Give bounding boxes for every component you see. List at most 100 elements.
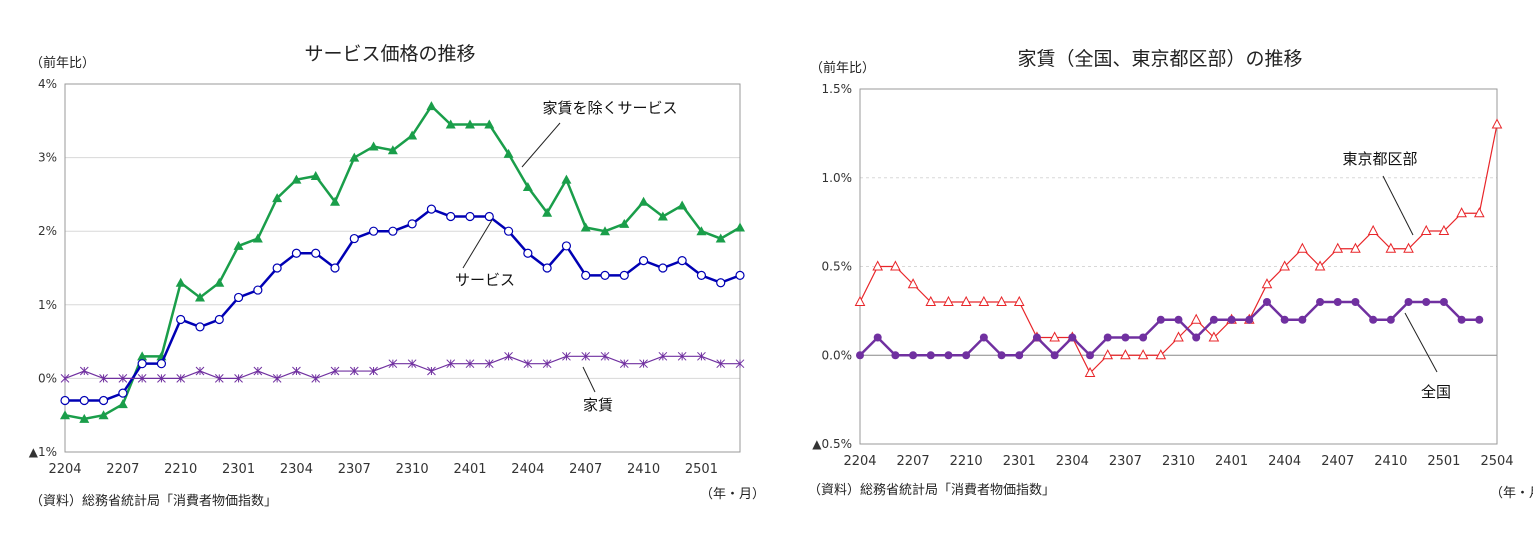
x-axis-label: （年・月） — [700, 487, 765, 502]
data-point — [1015, 351, 1024, 360]
data-point — [252, 233, 263, 243]
data-point — [619, 218, 630, 228]
x-tick-label: 2404 — [1268, 454, 1301, 469]
data-point — [1298, 315, 1307, 324]
data-point — [427, 366, 436, 376]
data-point — [1245, 315, 1254, 324]
data-point — [1102, 349, 1114, 360]
leader-line — [582, 366, 596, 393]
data-point — [117, 399, 128, 409]
data-point — [872, 260, 884, 271]
data-point — [658, 263, 668, 273]
x-tick-label: 2410 — [627, 462, 660, 477]
data-point — [272, 374, 282, 383]
data-point — [195, 366, 205, 376]
data-point — [523, 359, 533, 369]
data-point — [1013, 295, 1025, 306]
data-point — [1121, 333, 1130, 342]
data-point — [156, 359, 167, 369]
data-point — [60, 374, 70, 383]
chart-title: 家賃（全国、東京都区部）の推移 — [1017, 48, 1302, 70]
data-point — [503, 226, 514, 236]
data-point — [696, 270, 707, 280]
data-point — [1297, 242, 1308, 253]
y-tick-label: 0% — [38, 371, 57, 385]
data-point — [388, 226, 398, 236]
chart-2: 家賃（全国、東京都区部）の推移 （前年比） （年・月） （資料）総務省統計局「消費者物… — [808, 48, 1533, 501]
data-point — [79, 395, 89, 406]
data-point — [79, 366, 89, 376]
data-point — [387, 145, 398, 155]
x-tick-label: 2310 — [1162, 454, 1195, 469]
data-point — [925, 295, 937, 306]
data-point — [696, 226, 707, 236]
data-point — [446, 359, 456, 369]
data-point — [1314, 260, 1326, 271]
y-tick-label: ▲1% — [29, 445, 57, 459]
data-point — [1367, 224, 1379, 235]
data-point — [1385, 242, 1397, 253]
plot-area — [64, 83, 741, 453]
data-point — [1332, 242, 1344, 253]
data-point — [214, 374, 224, 383]
data-point — [997, 351, 1006, 360]
leader-line — [1382, 175, 1414, 236]
data-point — [98, 410, 109, 420]
data-point — [368, 141, 379, 151]
y-axis-label: （前年比） — [810, 60, 875, 76]
data-point — [465, 359, 475, 369]
data-point — [445, 119, 456, 129]
data-point — [465, 119, 475, 129]
x-tick-label: 2407 — [569, 462, 602, 477]
data-point — [118, 388, 128, 398]
data-point — [1262, 298, 1271, 306]
data-point — [1190, 313, 1202, 324]
x-tick-label: 2407 — [1321, 454, 1354, 469]
series-label: 全国 — [1421, 383, 1451, 401]
data-point — [253, 366, 263, 376]
data-point — [195, 322, 205, 332]
data-point — [349, 366, 359, 376]
data-point — [233, 240, 244, 250]
data-point — [619, 270, 629, 280]
data-point — [369, 366, 378, 376]
data-point — [909, 351, 918, 360]
data-point — [600, 351, 610, 361]
x-tick-label: 2204 — [843, 454, 876, 469]
series-label: サービス — [455, 271, 515, 289]
data-point — [1156, 315, 1165, 324]
data-point — [1386, 315, 1395, 324]
data-point — [292, 366, 301, 376]
data-point — [60, 410, 70, 420]
data-point — [272, 193, 283, 203]
series-line-1 — [64, 104, 741, 421]
data-point — [1280, 315, 1289, 324]
data-point — [291, 174, 302, 184]
data-point — [658, 351, 668, 361]
y-tick-label: 1.5% — [822, 82, 853, 96]
leader-line — [462, 219, 493, 269]
y-tick-label: 0.0% — [822, 348, 853, 362]
data-point — [465, 211, 475, 222]
data-point — [1475, 315, 1484, 324]
plot-area — [859, 88, 1498, 445]
data-point — [1209, 315, 1218, 324]
data-point — [1491, 118, 1503, 129]
data-point — [943, 295, 954, 306]
x-tick-label: 2401 — [1215, 454, 1248, 469]
data-point — [944, 351, 953, 360]
data-point — [233, 292, 244, 303]
x-tick-label: 2504 — [1480, 454, 1513, 469]
data-point — [349, 152, 360, 162]
x-tick-label: 2210 — [164, 462, 197, 477]
data-point — [1316, 298, 1325, 306]
data-point — [561, 241, 572, 251]
data-point — [137, 359, 147, 369]
data-point — [137, 351, 148, 361]
x-tick-label: 2301 — [222, 462, 255, 477]
data-point — [214, 277, 225, 287]
data-point — [311, 374, 321, 383]
data-point — [1473, 207, 1485, 218]
x-tick-label: 2307 — [338, 462, 371, 477]
data-point — [1422, 298, 1431, 306]
